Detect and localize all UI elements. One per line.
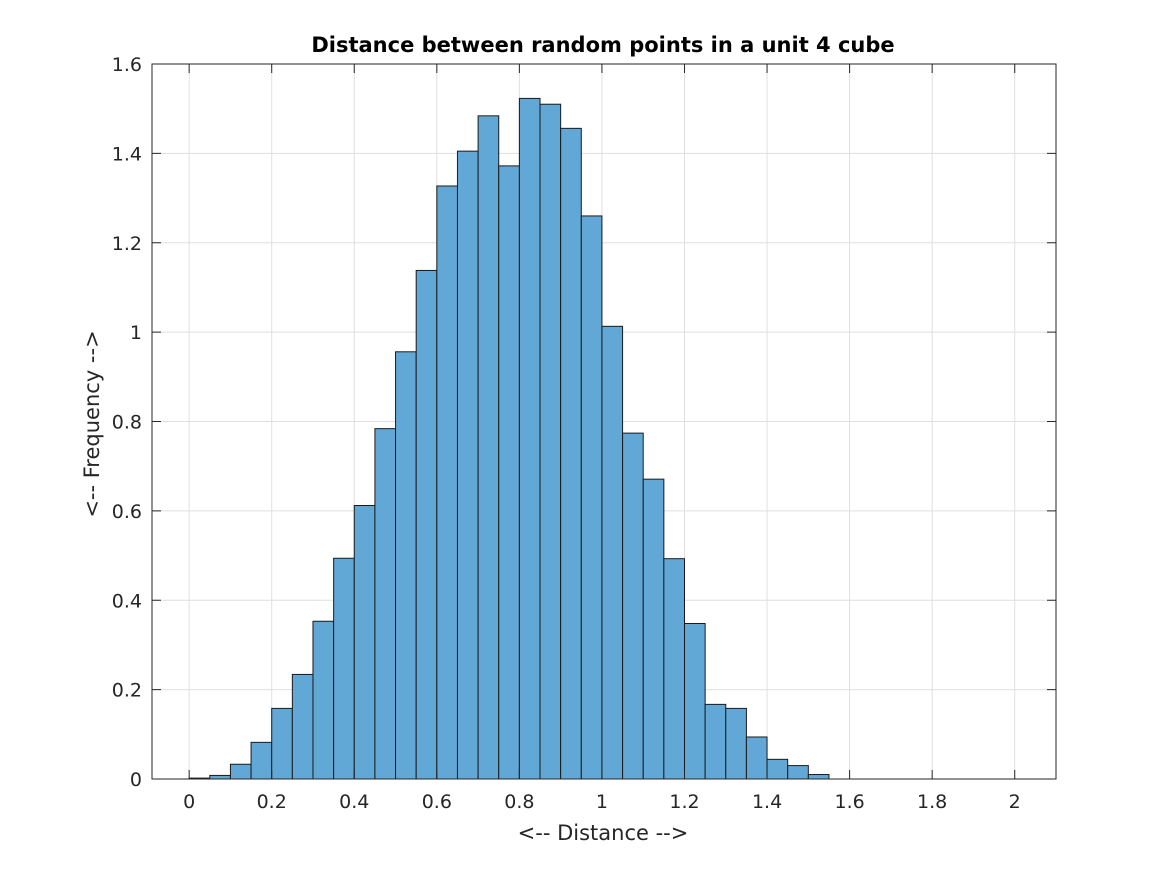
histogram-bar — [663, 558, 685, 780]
histogram-bar — [766, 758, 789, 780]
histogram-bar — [725, 707, 747, 780]
histogram-bar — [683, 622, 706, 780]
y-tick-label: 1.4 — [112, 143, 142, 165]
histogram-bar — [353, 505, 376, 780]
chart-title: Distance between random points in a unit… — [311, 33, 894, 57]
y-tick-label: 1 — [130, 322, 142, 344]
histogram-bar — [477, 115, 500, 780]
histogram-bar — [704, 703, 727, 780]
x-tick-label: 1.6 — [834, 791, 864, 813]
x-tick-label: 0.6 — [422, 791, 452, 813]
histogram-bar — [622, 432, 644, 780]
y-tick-label: 0.2 — [112, 680, 142, 702]
x-tick-label: 1.8 — [917, 791, 947, 813]
x-tick-label: 0.2 — [257, 791, 287, 813]
x-tick-label: 0.8 — [504, 791, 534, 813]
histogram-bar — [395, 351, 417, 780]
histogram-bar — [745, 736, 768, 780]
histogram-bar — [436, 185, 458, 780]
histogram-bar — [333, 557, 355, 780]
histogram-bar — [229, 763, 252, 780]
histogram-bar — [374, 428, 397, 780]
histogram-bar — [787, 765, 809, 780]
histogram-bar — [415, 269, 438, 780]
histogram-bar — [560, 127, 582, 780]
histogram-bar — [580, 215, 603, 780]
x-tick-label: 0.4 — [339, 791, 369, 813]
y-axis-ticks: 0 0.2 0.4 0.6 0.8 1 1.2 1.4 1.6 — [112, 54, 1056, 791]
x-tick-label: 1.2 — [669, 791, 699, 813]
y-tick-label: 0.6 — [112, 501, 142, 523]
x-axis-label: <-- Distance --> — [518, 821, 689, 845]
histogram-bar — [642, 478, 665, 780]
x-tick-label: 1.4 — [752, 791, 782, 813]
y-tick-label: 0.4 — [112, 590, 142, 612]
histogram-bar — [807, 774, 830, 780]
histogram-bar — [601, 325, 624, 780]
histogram-bar — [291, 673, 314, 780]
histogram-bars — [188, 97, 830, 780]
x-tick-label: 0 — [183, 791, 195, 813]
y-tick-label: 0.8 — [112, 412, 142, 434]
histogram-bar — [539, 103, 562, 780]
y-tick-label: 1.2 — [112, 233, 142, 255]
histogram-bar — [250, 741, 273, 780]
histogram-bar — [209, 774, 231, 780]
y-axis-label: <-- Frequency --> — [80, 330, 104, 517]
histogram-bar — [271, 707, 293, 780]
y-tick-label: 0 — [130, 769, 142, 791]
histogram-bar — [456, 150, 479, 780]
histogram-bar — [518, 97, 541, 780]
x-axis-ticks: 0 0.2 0.4 0.6 0.8 1 1.2 1.4 1.6 1.8 2 — [183, 64, 1021, 813]
x-tick-label: 1 — [596, 791, 608, 813]
y-tick-label: 1.6 — [112, 54, 142, 76]
x-tick-label: 2 — [1009, 791, 1021, 813]
histogram-bar — [312, 620, 335, 780]
histogram-bar — [498, 165, 520, 780]
